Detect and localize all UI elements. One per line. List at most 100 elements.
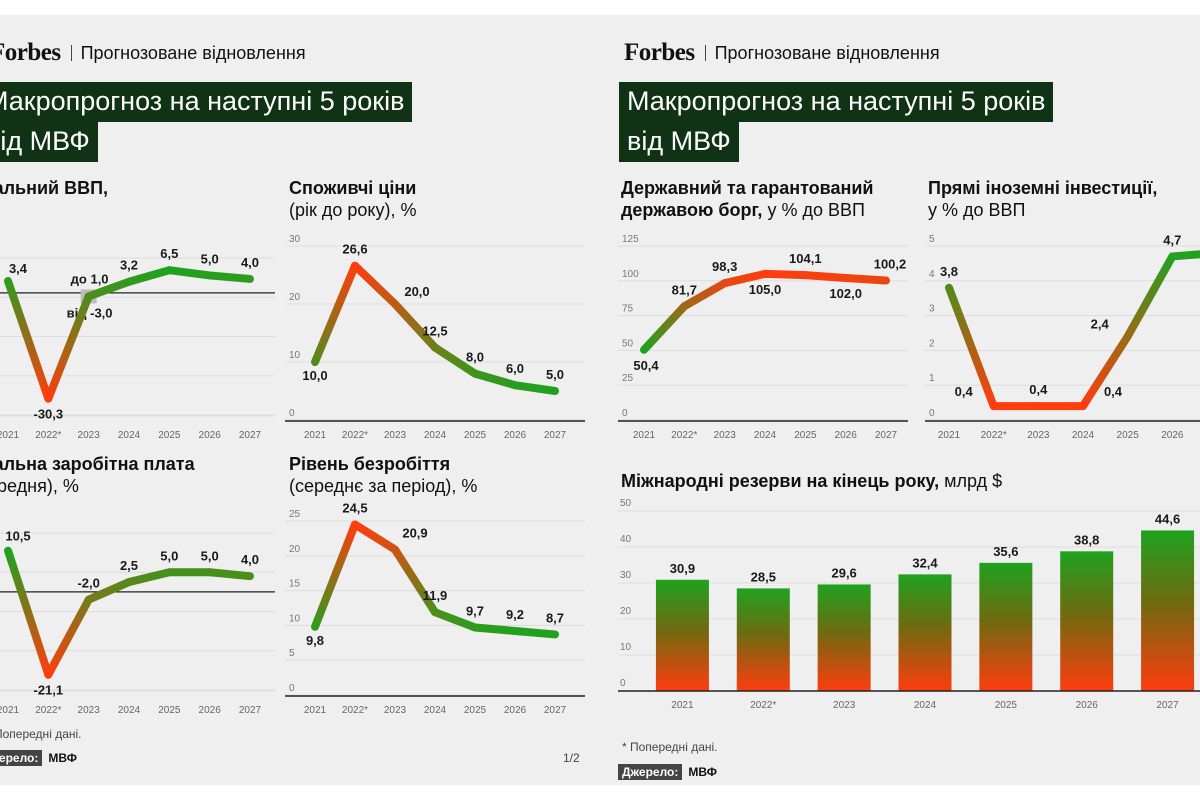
gdp-data-label: -30,3 [34,407,64,422]
debt-y-tick: 50 [622,338,634,349]
reserves-data-label: 44,6 [1155,511,1180,526]
cpi-line-segment [431,343,479,378]
wages-line-segment [4,546,53,679]
title-line-2: від МВФ [619,122,739,162]
fdi-y-tick: 4 [929,269,935,280]
gdp-line-segment [165,266,214,280]
gdp-line-segment [84,277,133,301]
unemployment-title-bold: Рівень безробіття [289,454,451,474]
cpi-chart-title: Споживчі ціни (рік до року), % [289,177,417,221]
fdi-title-light: у % до ВВП [928,200,1026,220]
debt-data-label: 98,3 [712,259,737,274]
source: Джерело: МВФ [0,750,77,766]
reserves-bar [979,562,1033,691]
wages-line-segment [44,595,93,679]
gdp-x-tick: 2025 [158,430,181,441]
debt-data-label: 81,7 [672,282,697,297]
wages-data-label: 2,5 [120,558,138,573]
debt-line-segment [720,269,769,288]
unemployment-data-label: 9,2 [506,607,524,622]
reserves-bar [1060,551,1114,691]
wages-data-label: 5,0 [201,548,219,563]
cpi-chart: 0 10 20 30 2021 10,0 2022* 26,6 2023 20,0 2024 12,5… [285,234,585,441]
reserves-chart-title: Міжнародні резерви на кінець року, млрд … [621,470,1002,492]
cpi-title-light: (рік до року), % [289,200,417,220]
cpi-data-label: 8,0 [466,350,484,365]
title-line-1: Макропрогноз на наступні 5 років [619,82,1054,122]
fdi-data-label: 2,4 [1091,316,1110,331]
footnote: * Попередні дані. [0,727,82,741]
unemployment-chart-title: Рівень безробіття (середнє за період), % [289,453,477,497]
reserves-x-tick: 2025 [995,700,1018,711]
unemployment-title-light: (середнє за період), % [289,476,478,496]
wages-title-bold: Реальна заробітна плата [0,454,195,474]
brand-subtitle: Прогнозоване відновлення [714,42,940,63]
cpi-x-tick: 2025 [464,430,487,441]
unemployment-line-segment [431,608,479,632]
debt-line-segment [680,279,729,311]
debt-y-tick: 25 [622,373,634,384]
reserves-y-tick: 10 [620,642,632,653]
debt-data-label: 102,0 [829,286,862,301]
gdp-data-label: 3,4 [9,261,28,276]
debt-line-segment [761,269,810,280]
reserves-y-tick: 40 [620,534,632,545]
gdp-line-segment [125,266,174,286]
debt-y-tick: 0 [622,408,628,419]
gdp-x-tick: 2022* [35,430,61,441]
fdi-x-tick: 2021 [938,430,961,441]
wages-line-segment [205,568,254,581]
cpi-line-segment [511,381,559,395]
unemployment-data-label: 8,7 [546,610,564,625]
fdi-chart: 0 1 2 3 4 5 2021 3,8 2022* 0,4 2023 0,4 2024 0,4 2025 2… [925,232,1200,441]
brand-divider [70,45,72,61]
reserves-data-label: 38,8 [1074,532,1099,547]
wages-data-label: 5,0 [160,548,178,563]
wages-x-tick: 2021 [0,705,20,716]
debt-x-tick: 2025 [794,430,817,441]
reserves-bar [898,574,952,691]
unemployment-line-segment [471,623,519,635]
unemployment-line-segment [511,626,559,639]
gdp-data-label: 6,5 [160,246,178,261]
fdi-y-tick: 5 [929,234,935,245]
gdp-line-segment [4,277,53,403]
debt-data-label: 104,1 [789,251,822,266]
gdp-x-tick: 2024 [118,430,141,441]
debt-data-label: 105,0 [749,282,782,297]
reserves-chart: 0 10 20 30 40 50 30,9 2021 28,5 2022* 29,6 2023 32,4… [618,498,1200,711]
debt-line-segment [841,274,890,285]
fdi-line-segment [1079,332,1132,411]
reserves-data-label: 29,6 [831,565,856,580]
cpi-y-tick: 0 [289,408,295,419]
debt-x-tick: 2027 [875,430,898,441]
wages-data-label: -21,1 [34,683,64,698]
unemployment-x-tick: 2022* [342,705,368,716]
fdi-data-label: 0,4 [955,384,974,399]
cpi-data-label: 26,6 [342,242,367,257]
fdi-x-tick: 2025 [1117,430,1140,441]
reserves-y-tick: 50 [620,498,632,509]
debt-x-tick: 2022* [671,430,697,441]
infographic-page-2: Forbes Прогнозоване відновлення Макропро… [600,15,1200,785]
fdi-x-tick: 2024 [1072,430,1095,441]
cpi-line-segment [471,369,519,390]
unemployment-data-label: 24,5 [342,500,367,515]
cpi-y-tick: 30 [289,234,301,245]
cpi-data-label: 5,0 [546,367,564,382]
reserves-y-tick: 30 [620,570,632,581]
page-title: Макропрогноз на наступні 5 років від МВФ [619,82,1054,162]
reserves-data-label: 28,5 [751,569,776,584]
reserves-title-light: млрд $ [944,471,1003,491]
reserves-bar [817,584,871,691]
cpi-data-label: 6,0 [506,361,524,376]
debt-title-bold-2: державою борг, [621,200,763,220]
title-line-1: Макропрогноз на наступні 5 років [0,82,413,122]
wages-data-label: 10,5 [5,529,30,544]
unemployment-y-tick: 0 [289,683,295,694]
unemployment-x-tick: 2026 [504,705,527,716]
reserves-x-tick: 2023 [833,700,856,711]
gdp-data-label: 5,0 [201,251,219,266]
unemployment-x-tick: 2023 [384,705,407,716]
reserves-x-tick: 2027 [1156,700,1179,711]
